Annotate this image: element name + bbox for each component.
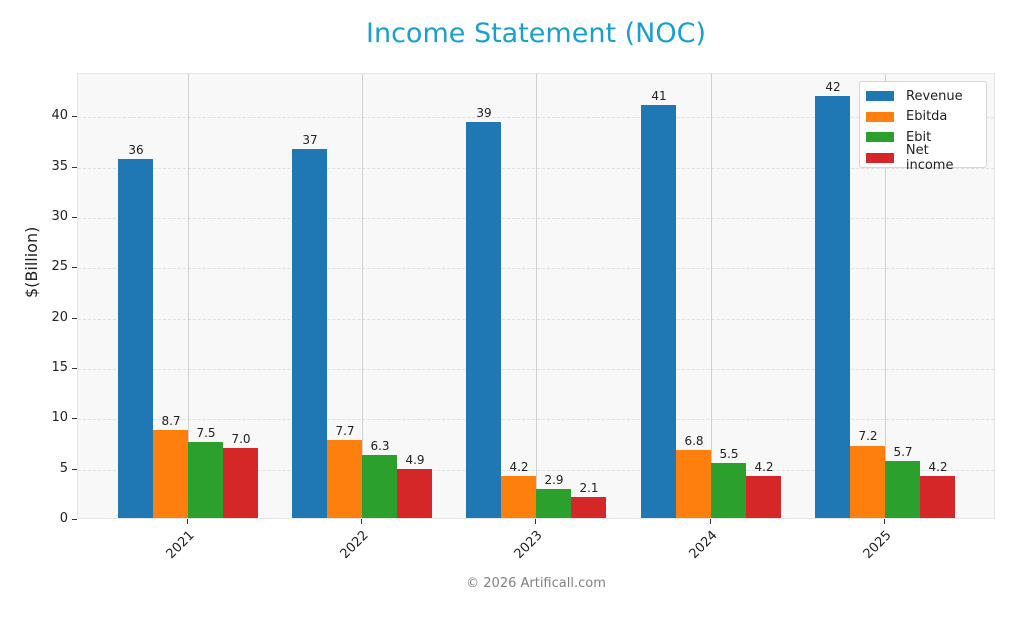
bar-ebitda-2023 xyxy=(501,475,536,518)
bar-ebitda-2021 xyxy=(153,430,188,518)
gridline-vertical xyxy=(536,74,537,518)
y-tick-mark xyxy=(72,418,77,420)
y-tick-label: 5 xyxy=(59,460,68,476)
x-tick-mark xyxy=(187,519,188,524)
x-tick-mark xyxy=(535,519,536,524)
y-tick-label: 10 xyxy=(51,410,68,426)
x-tick-label: 2021 xyxy=(163,528,198,563)
y-tick-label: 30 xyxy=(51,208,68,224)
bar-ebit-2025 xyxy=(885,460,920,518)
bar-value-label: 6.8 xyxy=(684,433,704,448)
bar-revenue-2022 xyxy=(292,149,327,518)
legend-item-ebit: Ebit xyxy=(866,127,980,148)
legend: Revenue Ebitda Ebit Net income xyxy=(859,81,987,173)
x-tick-label: 2025 xyxy=(860,528,895,563)
chart-title: Income Statement (NOC) xyxy=(366,18,706,49)
y-tick-label: 0 xyxy=(59,511,68,526)
bar-value-label: 42 xyxy=(825,80,841,95)
bar-revenue-2024 xyxy=(641,105,676,518)
y-tick-mark xyxy=(72,116,77,118)
bar-value-label: 2.1 xyxy=(579,480,599,495)
legend-item-ebitda: Ebitda xyxy=(866,107,980,128)
bar-revenue-2025 xyxy=(815,96,850,518)
y-tick-mark xyxy=(72,216,77,218)
bar-value-label: 6.3 xyxy=(370,438,390,453)
bar-value-label: 4.2 xyxy=(509,459,529,474)
copyright-footer: © 2026 Artificall.com xyxy=(466,576,606,591)
y-tick-label: 40 xyxy=(51,108,68,124)
bar-value-label: 7.0 xyxy=(231,431,251,446)
bar-value-label: 5.5 xyxy=(719,446,739,461)
bar-value-label: 2.9 xyxy=(544,472,564,487)
bar-value-label: 7.5 xyxy=(196,426,216,441)
bar-value-label: 7.7 xyxy=(335,424,355,439)
revenue-swatch xyxy=(866,91,894,102)
bar-value-label: 5.7 xyxy=(893,444,913,459)
y-tick-label: 20 xyxy=(51,309,68,325)
bar-value-label: 36 xyxy=(128,142,144,157)
y-tick-label: 25 xyxy=(51,259,68,275)
bar-ebit-2021 xyxy=(188,442,223,518)
gridline-vertical xyxy=(362,74,363,518)
gridline-vertical xyxy=(711,74,712,518)
legend-label: Net income xyxy=(905,142,954,173)
legend-label: Ebit xyxy=(906,129,932,145)
bar-value-label: 37 xyxy=(302,133,318,148)
x-tick-mark xyxy=(361,519,362,524)
y-tick-mark xyxy=(72,468,77,470)
bar-net-income-2022 xyxy=(397,468,432,518)
legend-label: Revenue xyxy=(906,88,963,104)
y-tick-label: 35 xyxy=(51,158,68,174)
y-tick-mark xyxy=(72,317,77,319)
bar-value-label: 39 xyxy=(476,106,492,121)
bar-net-income-2021 xyxy=(223,447,258,518)
ebit-swatch xyxy=(866,132,894,143)
bar-net-income-2024 xyxy=(746,475,781,518)
bar-net-income-2023 xyxy=(571,496,606,518)
x-tick-label: 2023 xyxy=(511,528,546,563)
bar-net-income-2025 xyxy=(920,475,955,518)
bar-ebitda-2022 xyxy=(327,440,362,518)
bar-value-label: 8.7 xyxy=(161,414,181,429)
legend-item-revenue: Revenue xyxy=(866,86,980,107)
bar-ebitda-2025 xyxy=(850,445,885,518)
bar-revenue-2023 xyxy=(466,122,501,518)
ebitda-swatch xyxy=(866,111,894,122)
legend-item-net-income: Net income xyxy=(866,143,980,173)
y-tick-label: 15 xyxy=(51,359,68,375)
bar-value-label: 4.2 xyxy=(928,459,948,474)
x-tick-mark xyxy=(884,519,885,524)
y-tick-mark xyxy=(72,166,77,168)
legend-label: Ebitda xyxy=(906,109,948,125)
bar-ebit-2023 xyxy=(536,488,571,518)
x-tick-label: 2022 xyxy=(337,528,372,563)
bar-ebit-2024 xyxy=(711,462,746,518)
y-tick-mark xyxy=(72,267,77,269)
y-tick-mark xyxy=(72,519,77,520)
bar-value-label: 4.2 xyxy=(754,459,774,474)
bar-ebitda-2024 xyxy=(676,449,711,518)
y-tick-mark xyxy=(72,367,77,369)
gridline-vertical xyxy=(885,74,886,518)
x-tick-mark xyxy=(710,519,711,524)
plot-area: 36 8.7 7.5 7.0 37 7.7 6.3 4.9 39 4.2 2.9 2.1 41 6.8 5.… xyxy=(77,73,995,519)
bar-revenue-2021 xyxy=(118,158,153,518)
bar-value-label: 4.9 xyxy=(405,452,425,467)
bar-value-label: 41 xyxy=(651,89,667,104)
net-income-swatch xyxy=(866,152,894,163)
bar-ebit-2022 xyxy=(362,454,397,518)
x-tick-label: 2024 xyxy=(686,528,721,563)
gridline-vertical xyxy=(188,74,189,518)
bar-value-label: 7.2 xyxy=(858,429,878,444)
